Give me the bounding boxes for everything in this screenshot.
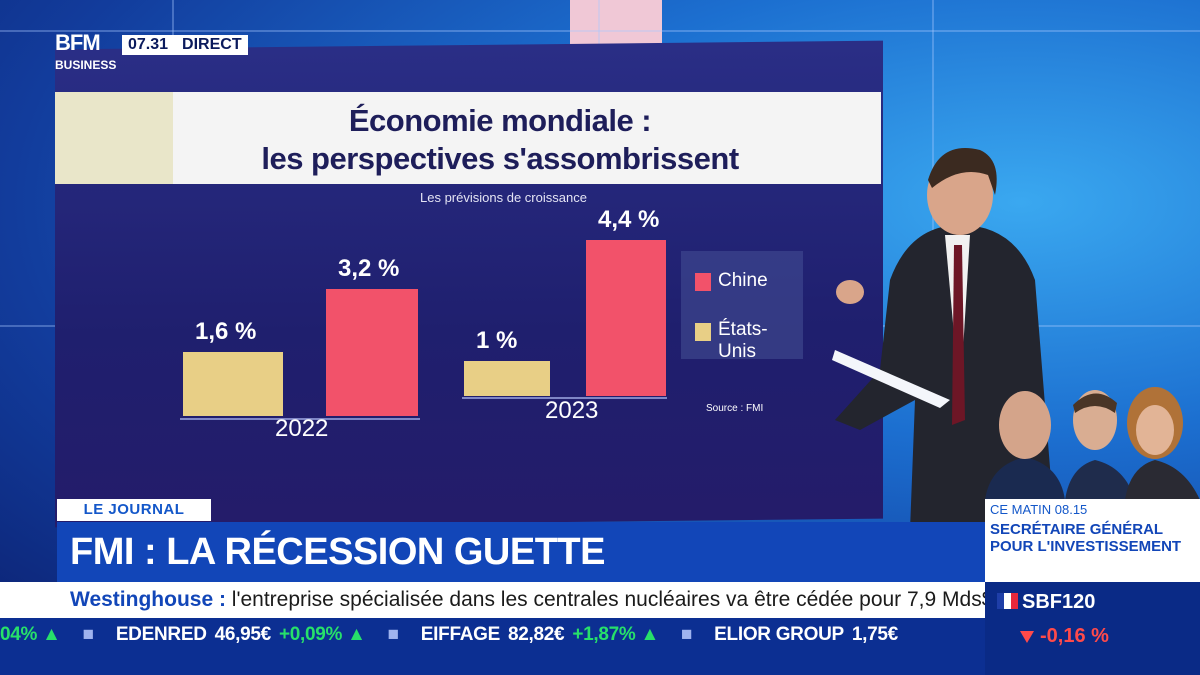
data-label-us-2023: 1 % [476,326,518,354]
stock-ticker: 04% ▲ ■ EDENRED 46,95€ +0,09% ▲ ■ EIFFAGE 82,82… [0,624,898,646]
ticker-value: 46,95€ [214,624,272,645]
videowall-tile [570,0,662,44]
title-accent-block [55,92,173,184]
data-label-cn-2022: 3,2 % [338,254,400,282]
ticker-value: 82,82€ [508,624,565,645]
x-axis-line [180,418,420,420]
presenter-figure [832,148,1055,530]
index-card [985,582,1200,675]
upcoming-time: CE MATIN 08.15 [990,502,1088,517]
crawl-text: l'entreprise spécialisée dans les centra… [225,588,1000,611]
ticker-separator-icon: ■ [387,624,399,645]
data-label-us-2022: 1,6 % [195,318,257,346]
ticker-change: +1,87% ▲ [572,624,659,645]
index-name: SBF120 [1022,591,1096,613]
chart-source: Source : FMI [706,403,764,414]
ticker-separator-icon: ■ [680,624,693,645]
guest-photos [985,387,1200,500]
chart-title-line1: Économie mondiale : [348,103,652,138]
ticker-separator-icon: ■ [82,624,94,645]
channel-logo: BFM [55,30,101,55]
index-change: -0,16 % [1040,625,1109,647]
show-tag: LE JOURNAL [57,499,211,521]
stock-ticker-bar [0,618,985,675]
ticker-change: 04% ▲ [0,624,61,645]
ticker-value: 1,75€ [851,624,898,645]
ticker-name: EIFFAGE [420,624,501,645]
category-label-2023: 2023 [545,397,599,424]
chart-subtitle: Les prévisions de croissance [420,190,587,205]
upcoming-card [985,499,1200,582]
crawl-company: Westinghouse : [70,588,226,611]
chart-legend: Chine États-Unis [681,251,803,362]
channel-logo-sub: BUSINESS [55,58,117,72]
news-crawl: Westinghouse : l'entreprise spécialisée … [70,588,999,612]
legend-label-chine: Chine [718,270,768,291]
ticker-change: +0,09% ▲ [278,624,366,645]
legend-swatch-etats-unis [695,323,711,341]
ticker-name: ELIOR GROUP [714,624,844,645]
bar-cn-2022 [326,288,418,416]
french-flag-icon [997,593,1018,609]
videowall-seam [0,30,1200,32]
chart-title: Économie mondiale : les perspectives s'a… [220,102,780,178]
data-label-cn-2023: 4,4 % [598,206,660,233]
legend-label-etats-unis: États-Unis [718,319,768,362]
ticker-name: EDENRED [115,624,207,645]
legend-swatch-chine [695,273,711,291]
bar-us-2023 [464,360,550,396]
headline: FMI : LA RÉCESSION GUETTE [70,531,606,573]
upcoming-title: SECRÉTAIRE GÉNÉRAL POUR L'INVESTISSEMENT [990,521,1182,555]
category-label-2022: 2022 [275,415,329,442]
bar-us-2022 [183,352,283,416]
chart-title-band [55,92,881,184]
news-crawl-bar [0,582,985,618]
chart-title-line2: les perspectives s'assombrissent [261,141,739,176]
live-clock-badge: 07.31 DIRECT [122,35,248,55]
down-arrow-icon [1020,631,1034,643]
live-label: DIRECT [182,36,242,53]
headline-bar [57,522,985,582]
clock-time: 07.31 [128,36,169,53]
x-axis-line [462,397,667,399]
bar-cn-2023 [586,240,666,396]
